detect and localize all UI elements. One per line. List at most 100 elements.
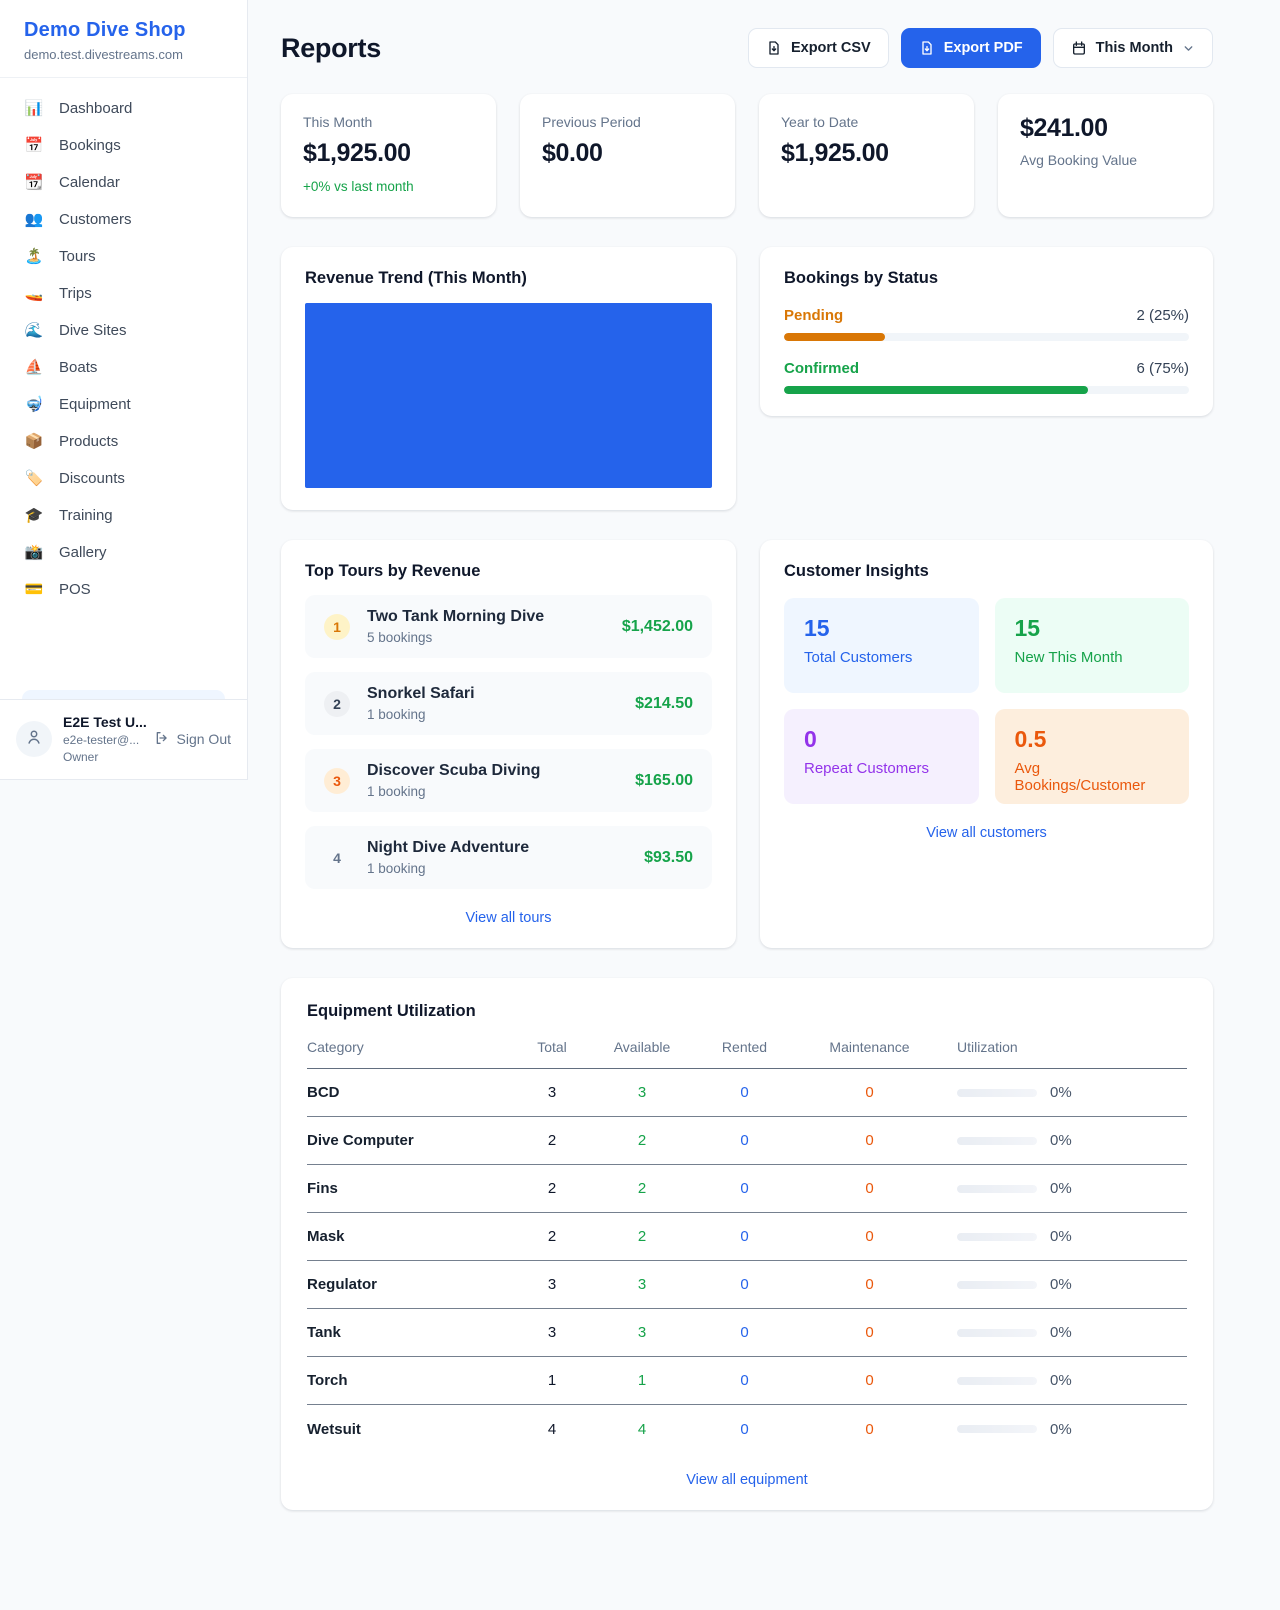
sidebar-item-label: Dive Sites [59,322,127,339]
stat-label: Year to Date [781,114,859,130]
insights-row: Top Tours by Revenue 1 Two Tank Morning … [281,540,1213,948]
tour-bookings: 5 bookings [367,630,433,645]
sidebar-item-reports-partial[interactable] [22,689,225,699]
tour-row: 4 Night Dive Adventure 1 booking $93.50 [305,826,712,889]
sidebar-item-products[interactable]: 📦 Products [10,423,237,460]
export-pdf-button[interactable]: Export PDF [900,28,1041,68]
view-all-tours-link[interactable]: View all tours [465,910,552,926]
sidebar-item-customers[interactable]: 👥 Customers [10,201,237,238]
tile-new-this-month: 15 New This Month [994,598,1189,693]
sidebar-item-label: Calendar [59,174,120,191]
stat-card-year-to-date: Year to Date $1,925.00 [759,94,974,217]
status-value: 2 (25%) [1136,307,1189,324]
table-row: Regulator 3 3 0 0 0% [307,1261,1187,1309]
utilization-bar [957,1136,1037,1145]
sidebar-item-label: Bookings [59,137,121,154]
tour-row: 2 Snorkel Safari 1 booking $214.50 [305,672,712,735]
equipment-rented: 0 [740,1132,749,1149]
wave-icon: 🌊 [24,322,44,339]
sidebar-item-label: POS [59,581,91,598]
equipment-rented: 0 [740,1324,749,1341]
sidebar-item-trips[interactable]: 🚤 Trips [10,275,237,312]
period-dropdown[interactable]: This Month [1052,28,1213,68]
utilization-bar [957,1280,1037,1289]
charts-row: Revenue Trend (This Month) Bookings by S… [281,247,1213,510]
calendar-icon: 📆 [24,174,44,191]
tile-repeat-customers: 0 Repeat Customers [784,709,979,804]
column-header-utilization: Utilization [957,1039,1018,1055]
utilization-bar [957,1088,1037,1097]
tour-revenue: $165.00 [635,771,693,789]
calendar-icon [1071,40,1087,56]
table-row: Wetsuit 4 4 0 0 0% [307,1405,1187,1453]
customers-icon: 👥 [24,211,44,228]
sign-out-button[interactable]: Sign Out [154,730,231,749]
tile-value: 0 [804,726,817,752]
sidebar-item-pos[interactable]: 💳 POS [10,571,237,608]
sidebar-item-boats[interactable]: ⛵ Boats [10,349,237,386]
card-title: Customer Insights [784,562,929,580]
sidebar-item-dive-sites[interactable]: 🌊 Dive Sites [10,312,237,349]
utilization-percent: 0% [1050,1228,1072,1245]
equipment-total: 3 [547,1276,557,1293]
table-row: Tank 3 3 0 0 0% [307,1309,1187,1357]
user-role: Owner [63,750,99,765]
sidebar-item-gallery[interactable]: 📸 Gallery [10,534,237,571]
revenue-trend-card: Revenue Trend (This Month) [281,247,736,510]
utilization-percent: 0% [1050,1324,1072,1341]
sidebar-item-training[interactable]: 🎓 Training [10,497,237,534]
stat-label: This Month [303,114,373,130]
utilization-percent: 0% [1050,1084,1072,1101]
camera-icon: 📸 [24,544,44,561]
table-row: Dive Computer 2 2 0 0 0% [307,1117,1187,1165]
sidebar-item-dashboard[interactable]: 📊 Dashboard [10,90,237,127]
view-all-customers-link[interactable]: View all customers [926,825,1047,841]
utilization-bar [957,1328,1037,1337]
status-label: Confirmed [784,360,859,377]
sidebar-item-discounts[interactable]: 🏷️ Discounts [10,460,237,497]
equipment-available: 3 [637,1276,647,1293]
stat-value: $1,925.00 [781,139,889,167]
app-root: Demo Dive Shop demo.test.divestreams.com… [0,0,1213,1488]
sidebar-item-tours[interactable]: 🏝️ Tours [10,238,237,275]
export-csv-button[interactable]: Export CSV [747,28,889,68]
stat-delta: +0% vs last month [303,179,414,194]
utilization-percent: 0% [1050,1132,1072,1149]
sidebar-item-bookings[interactable]: 📅 Bookings [10,127,237,164]
sidebar-item-label: Products [59,433,119,450]
status-value: 6 (75%) [1136,360,1189,377]
equipment-available: 3 [637,1324,647,1341]
equipment-category: Dive Computer [307,1132,414,1149]
tour-bookings: 1 booking [367,784,426,799]
view-all-equipment-link[interactable]: View all equipment [686,1472,808,1488]
column-header-maintenance: Maintenance [829,1039,910,1055]
stats-row: This Month $1,925.00 +0% vs last month P… [281,94,1213,217]
utilization-percent: 0% [1050,1276,1072,1293]
file-download-icon [766,40,782,56]
tour-revenue: $93.50 [644,848,693,866]
diving-mask-icon: 🤿 [24,396,44,413]
card-title: Equipment Utilization [307,1002,476,1020]
speedboat-icon: 🚤 [24,285,44,302]
equipment-total: 2 [547,1180,557,1197]
sidebar-item-equipment[interactable]: 🤿 Equipment [10,386,237,423]
brand-domain: demo.test.divestreams.com [24,47,183,62]
period-label: This Month [1095,40,1173,56]
sidebar-item-label: Gallery [59,544,107,561]
sidebar-item-label: Customers [59,211,132,228]
brand: Demo Dive Shop demo.test.divestreams.com [0,0,247,78]
tour-name: Discover Scuba Diving [367,762,541,779]
equipment-rented: 0 [740,1228,749,1245]
sidebar-item-calendar[interactable]: 📆 Calendar [10,164,237,201]
equipment-total: 2 [547,1132,557,1149]
tag-icon: 🏷️ [24,470,44,487]
tour-row: 1 Two Tank Morning Dive 5 bookings $1,45… [305,595,712,658]
insight-tiles: 15 Total Customers 15 New This Month 0 R… [784,598,1189,804]
utilization-bar [957,1425,1037,1433]
user-name: E2E Test U... [63,713,147,730]
equipment-total: 2 [547,1228,557,1245]
bookings-calendar-icon: 📅 [24,137,44,154]
sidebar: Demo Dive Shop demo.test.divestreams.com… [0,0,248,780]
sidebar-item-label: Discounts [59,470,125,487]
tile-value: 0.5 [1014,726,1047,752]
